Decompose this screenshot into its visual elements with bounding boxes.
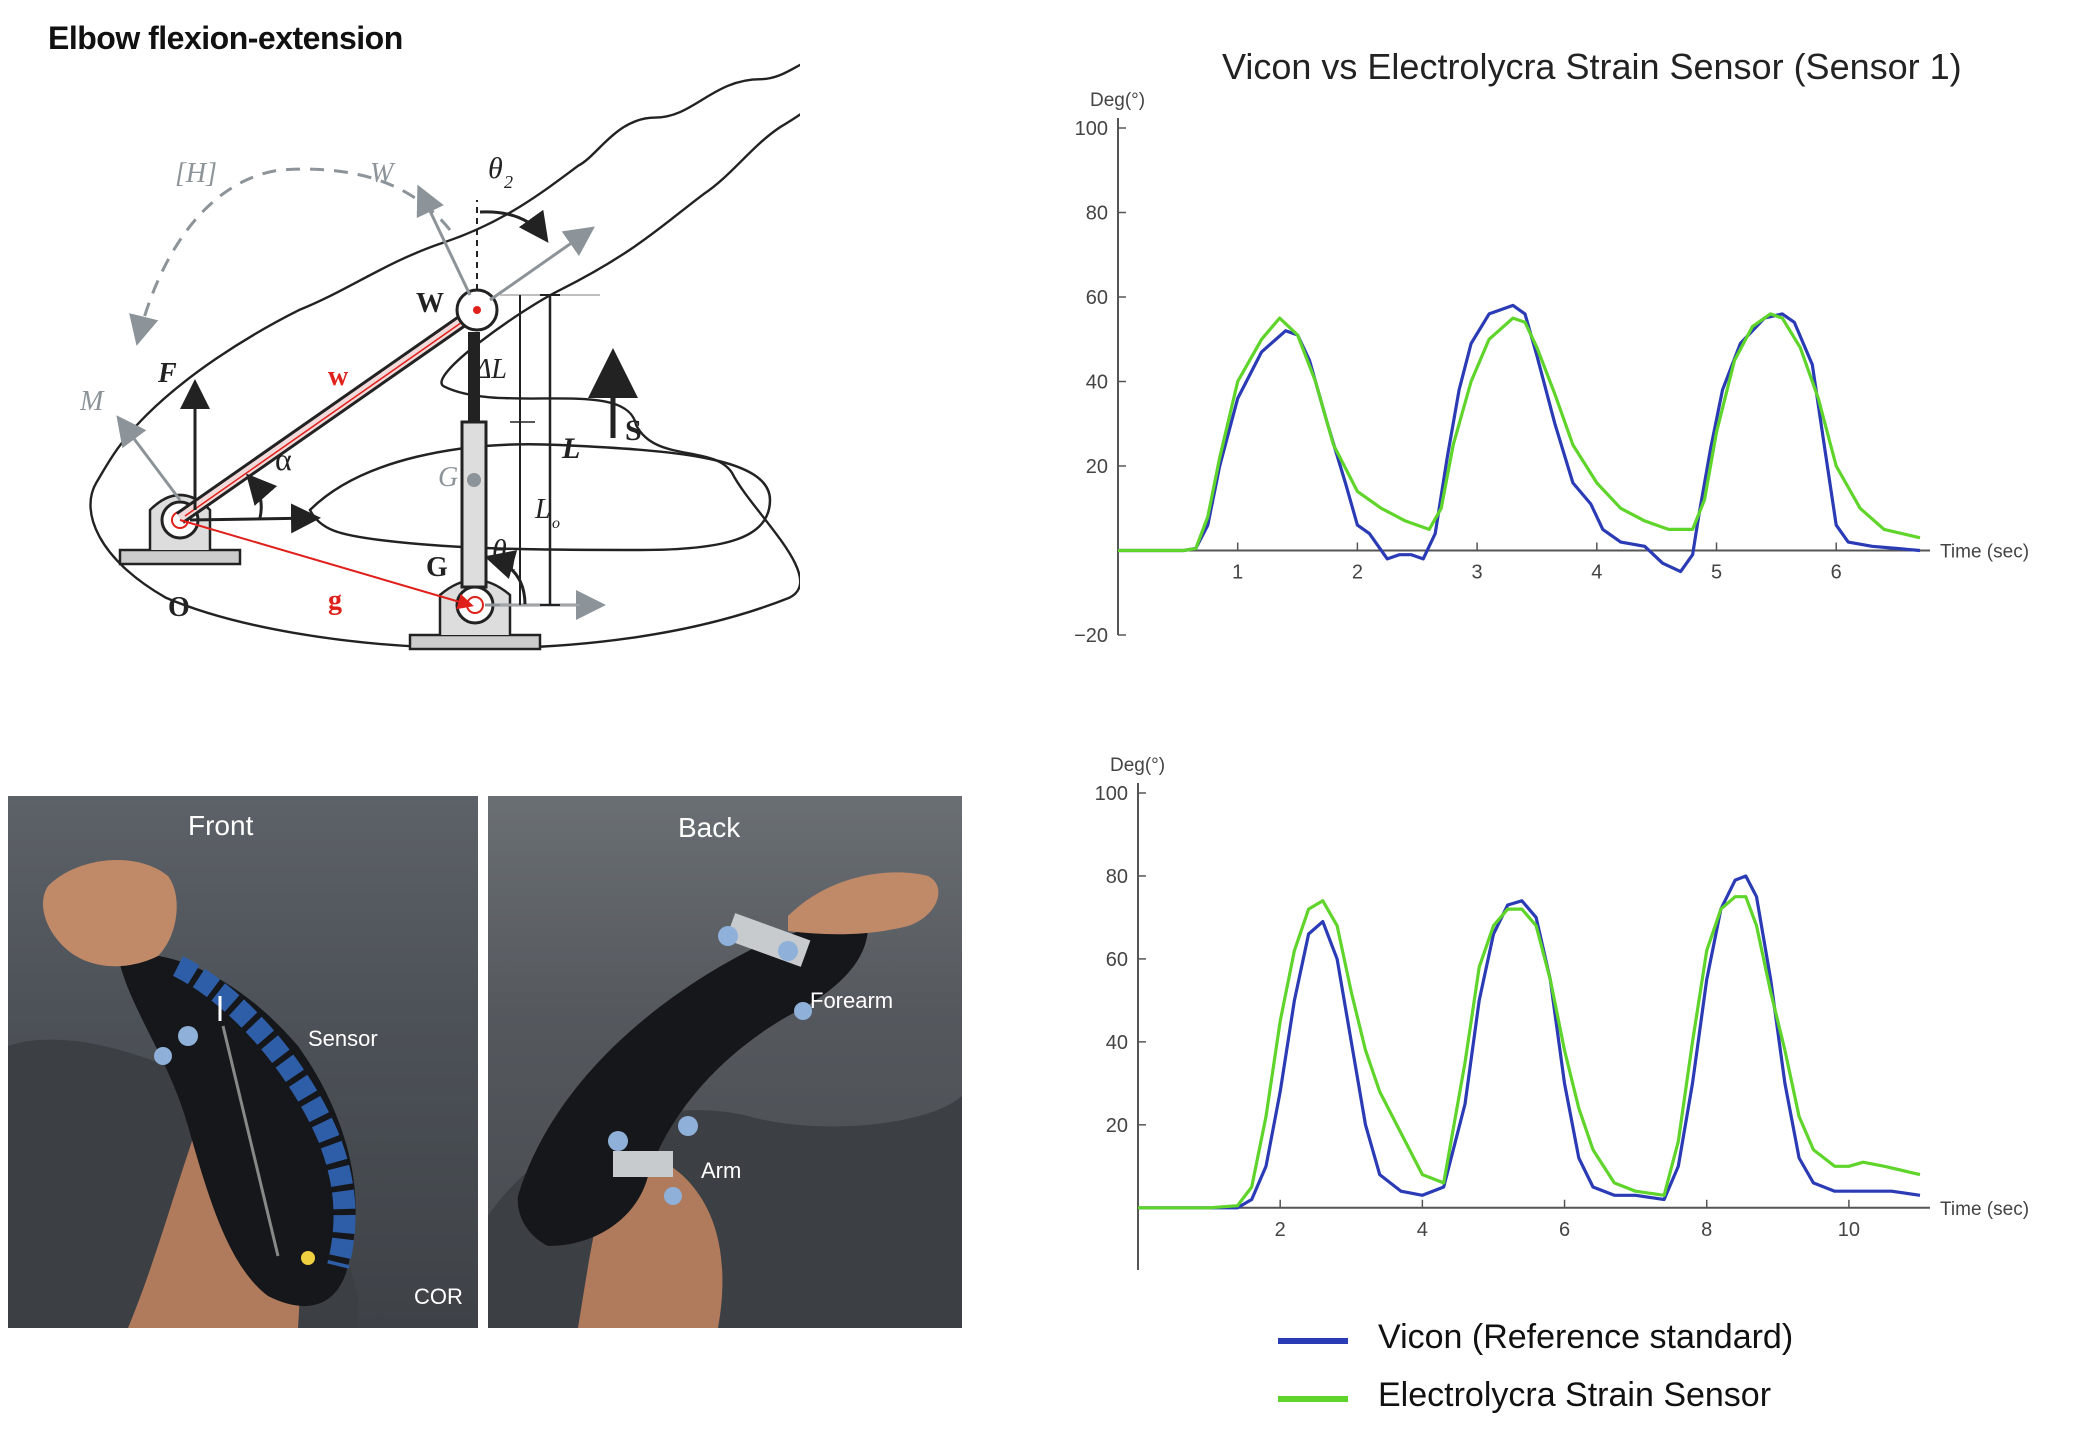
x-axis-label: Time (sec) xyxy=(1940,1199,2029,1220)
base-o xyxy=(118,548,242,566)
label-g-lower: G xyxy=(426,552,448,583)
label-theta1-sub: 1 xyxy=(508,554,517,574)
photo-back: Back Forearm Arm xyxy=(488,796,962,1328)
chart-bottom: 20 40 60 80 100 2 4 6 8 10 Deg(°) Time (sec) xyxy=(1095,755,2029,1270)
y-tick-label: 60 xyxy=(1086,287,1108,309)
base-g xyxy=(408,633,542,651)
label-cor: COR xyxy=(414,1284,463,1309)
x-tick-label: 4 xyxy=(1417,1219,1428,1241)
legend-vicon: Vicon (Reference standard) xyxy=(1378,1318,1794,1356)
back-arm-illustration xyxy=(488,872,962,1328)
x-tick-label: 1 xyxy=(1232,562,1243,584)
label-sensor: Sensor xyxy=(308,1026,378,1051)
y-tick-label: 20 xyxy=(1106,1115,1128,1137)
x-tick-label: 6 xyxy=(1559,1219,1570,1241)
photo-front: Front Sensor COR xyxy=(8,796,478,1328)
y-tick-label: 60 xyxy=(1106,949,1128,971)
h-arc xyxy=(129,167,452,346)
label-delta-l: ΔL xyxy=(474,354,507,385)
label-o: O xyxy=(168,592,190,623)
x-tick-label: 8 xyxy=(1701,1219,1712,1241)
y-tick-label: 40 xyxy=(1106,1032,1128,1054)
y-tick-label: 80 xyxy=(1106,866,1128,888)
y-tick-label: 100 xyxy=(1095,783,1128,805)
label-theta1: θ xyxy=(492,534,507,567)
label-l-o: L xyxy=(534,494,551,525)
series-line-sensor xyxy=(1138,895,1921,1210)
x-tick-label: 2 xyxy=(1352,562,1363,584)
photo-panel: Front Sensor COR Back Forearm Arm xyxy=(8,796,962,1328)
legend-sensor: Electrolycra Strain Sensor xyxy=(1378,1376,1772,1414)
x-tick-label: 2 xyxy=(1275,1219,1286,1241)
label-forearm: Forearm xyxy=(810,988,894,1013)
label-theta2-sub: 2 xyxy=(504,172,513,192)
label-g-upper: G xyxy=(438,462,458,493)
label-theta2: θ xyxy=(488,152,503,185)
figure-title: Elbow flexion-extension xyxy=(48,20,403,56)
label-s: S xyxy=(625,414,642,447)
label-w-vector: W xyxy=(370,158,396,189)
label-f: F xyxy=(157,358,177,389)
upper-arm-outline xyxy=(308,443,772,552)
y-tick-label: 20 xyxy=(1086,456,1108,478)
chart-title: Vicon vs Electrolycra Strain Sensor (Sen… xyxy=(1222,46,1962,87)
x-tick-label: 10 xyxy=(1838,1219,1860,1241)
label-g-vector: g xyxy=(328,585,342,616)
label-l: L xyxy=(561,432,580,465)
forearm-outline xyxy=(89,63,800,650)
label-arm: Arm xyxy=(701,1158,742,1183)
chart-top: −20 20 40 60 80 100 1 2 3 4 5 6 Deg(°) Time (sec) xyxy=(1074,90,2029,647)
y-tick-label: 100 xyxy=(1075,118,1108,140)
series-line-vicon xyxy=(1138,874,1921,1210)
photo-divider xyxy=(478,796,488,1328)
x-tick-label: 3 xyxy=(1472,562,1483,584)
y-axis-label: Deg(°) xyxy=(1090,90,1145,111)
y-tick-label: 80 xyxy=(1086,203,1108,225)
label-w-point: W xyxy=(416,288,444,319)
x-tick-label: 5 xyxy=(1711,562,1722,584)
series-line-vicon xyxy=(1118,303,1921,574)
label-m: M xyxy=(80,386,105,417)
x-tick-label: 4 xyxy=(1591,562,1602,584)
x-axis-label: Time (sec) xyxy=(1940,542,2029,563)
y-tick-label: −20 xyxy=(1074,625,1108,647)
label-l-o-sub: o xyxy=(552,515,560,532)
label-h: [H] xyxy=(175,158,217,189)
label-front: Front xyxy=(188,810,254,841)
label-w-link: w xyxy=(328,361,349,392)
elbow-mechanism-diagram: [H] W θ 2 W w F M α O g G G θ 1 ΔL L L o… xyxy=(80,63,800,651)
label-back: Back xyxy=(678,812,741,843)
x-tick-label: 6 xyxy=(1831,562,1842,584)
front-arm-illustration xyxy=(8,859,358,1328)
series-line-sensor xyxy=(1118,312,1921,553)
y-axis-label: Deg(°) xyxy=(1110,755,1165,776)
legend-swatch-vicon xyxy=(1278,1338,1348,1344)
legend-swatch-sensor xyxy=(1278,1396,1348,1402)
label-alpha: α xyxy=(275,441,292,477)
y-tick-label: 40 xyxy=(1086,372,1108,394)
